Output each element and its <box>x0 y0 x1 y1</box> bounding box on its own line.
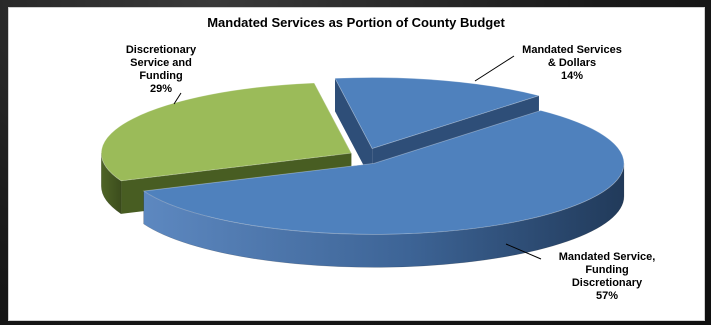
leader-line <box>505 243 542 260</box>
slice-label: Mandated Service, Funding Discretionary 57% <box>505 243 656 302</box>
slice-label-text: Mandated Services & Dollars 14% <box>522 44 622 82</box>
slice-label: Discretionary Service and Funding 29% <box>126 44 197 105</box>
pie-slice <box>142 110 625 268</box>
pie-chart: Mandated Services as Portion of County B… <box>100 15 655 302</box>
labels-layer: Mandated Services & Dollars 14% Mandated Se… <box>126 44 655 302</box>
slice-label-text: Discretionary Service and Funding 29% <box>126 44 197 95</box>
slice-label-text: Mandated Service, Funding Discretionary 57% <box>559 251 656 302</box>
slice-label: Mandated Services & Dollars 14% <box>474 44 622 82</box>
leader-line <box>474 55 515 82</box>
slices-layer <box>100 77 625 268</box>
leader-line <box>173 92 182 105</box>
chart-title: Mandated Services as Portion of County B… <box>207 15 505 30</box>
chart-panel: Mandated Services as Portion of County B… <box>8 7 705 321</box>
